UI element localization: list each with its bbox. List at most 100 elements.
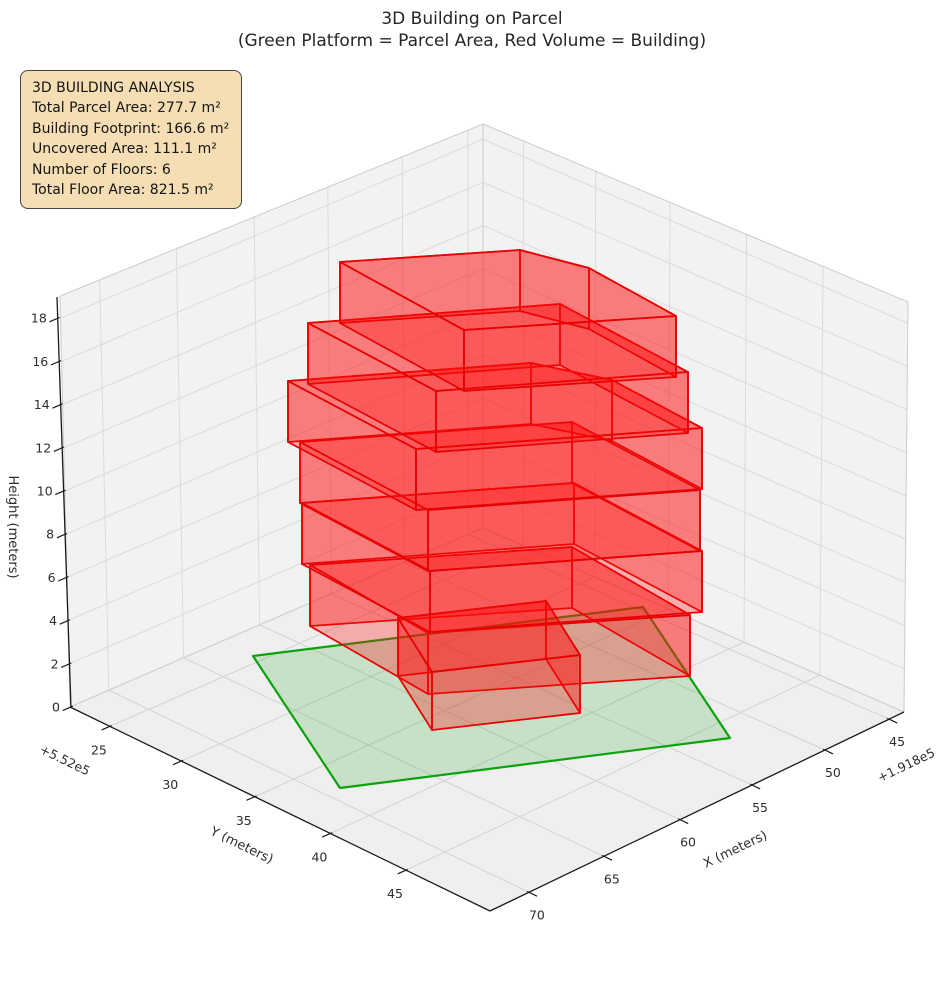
- z-tick-label: 4: [49, 613, 57, 628]
- grid-z-left: [60, 138, 484, 319]
- pane-border: [482, 527, 905, 713]
- grid-y-floor: [405, 674, 821, 871]
- z-axis-label: Height (meters): [5, 475, 20, 578]
- chart-title-line2: (Green Platform = Parcel Area, Red Volum…: [237, 31, 707, 51]
- info-line-heading: 3D BUILDING ANALYSIS: [32, 80, 195, 96]
- y-tick-mark: [397, 868, 409, 875]
- info-line-parcel: Total Parcel Area: 277.7 m²: [32, 100, 221, 117]
- info-line-floors: Number of Floors: 6: [32, 161, 171, 178]
- grid-z-right: [482, 484, 905, 670]
- z-tick-label: 10: [37, 484, 53, 499]
- z-tick-mark: [49, 316, 60, 323]
- y-tick-mark: [172, 759, 184, 766]
- grid-z-left: [63, 268, 484, 449]
- grid-y-floor: [330, 641, 745, 834]
- grid-y-wall: [743, 234, 747, 643]
- z-tick-mark: [58, 576, 69, 582]
- y-tick-label: 25: [91, 742, 107, 757]
- grid-x-wall: [175, 248, 185, 658]
- z-tick-label: 12: [35, 440, 51, 455]
- y-tick-mark: [321, 832, 333, 838]
- info-line-floorarea: Total Floor Area: 821.5 m²: [32, 182, 214, 199]
- x-tick-label: 70: [529, 907, 545, 922]
- grid-z-right: [482, 441, 906, 627]
- grid-y-floor: [109, 545, 524, 727]
- x-tick-mark: [887, 717, 898, 724]
- x-tick-label: 65: [604, 871, 620, 886]
- x-tick-mark: [601, 854, 613, 861]
- building-floor-3-top-face: [299, 421, 701, 511]
- grid-x-wall: [253, 217, 261, 625]
- y-tick-label: 40: [311, 849, 327, 864]
- grid-z-left: [62, 225, 484, 406]
- x-tick-label: 50: [825, 765, 841, 780]
- grid-y-wall: [594, 171, 597, 577]
- x-tick-mark: [750, 783, 761, 790]
- grid-z-left: [66, 397, 484, 578]
- x-tick-label: 60: [680, 835, 696, 850]
- y-axis-label: Y (meters): [207, 824, 276, 868]
- chart-title-line1: 3D Building on Parcel: [381, 9, 563, 29]
- pane-left-wall: [60, 124, 483, 707]
- z-tick-mark: [59, 619, 71, 625]
- y-axis-spine: [69, 706, 491, 912]
- y-axis-offset: +5.52e5: [37, 741, 92, 778]
- z-tick-label: 8: [46, 527, 54, 542]
- x-tick-mark: [526, 890, 538, 897]
- z-tick-mark: [53, 446, 65, 452]
- chart-title: 3D Building on Parcel (Green Platform = …: [0, 8, 944, 52]
- grid-z-right: [482, 225, 908, 411]
- grid-x-floor: [108, 689, 530, 893]
- info-line-uncovered: Uncovered Area: 111.1 m²: [32, 141, 217, 158]
- building-annex-top-face: [397, 600, 581, 673]
- z-tick-mark: [52, 403, 63, 409]
- y-tick-label: 45: [387, 886, 403, 901]
- pane-border: [903, 301, 909, 713]
- pane-floor: [70, 528, 904, 911]
- x-tick-label: 45: [889, 734, 905, 749]
- grid-x-floor: [259, 624, 681, 821]
- building-floor-5-top-face: [307, 303, 689, 392]
- z-tick-label: 0: [52, 700, 60, 715]
- x-tick-mark: [677, 818, 689, 825]
- grid-y-wall: [819, 266, 824, 676]
- grid-z-left: [61, 181, 484, 362]
- z-tick-label: 16: [32, 354, 48, 369]
- grid-x-floor: [403, 561, 826, 751]
- grid-z-right: [482, 138, 908, 324]
- grid-z-left: [65, 354, 484, 535]
- y-tick-label: 30: [162, 777, 178, 792]
- z-tick-mark: [62, 705, 74, 712]
- grid-x-floor: [331, 593, 753, 786]
- z-tick-label: 6: [48, 570, 56, 585]
- grid-x-wall: [327, 187, 332, 594]
- grid-z-right: [482, 181, 908, 367]
- z-tick-label: 14: [34, 397, 50, 412]
- x-tick-mark: [822, 748, 834, 755]
- y-tick-mark: [101, 725, 112, 731]
- grid-z-left: [68, 484, 484, 665]
- pane-border: [59, 123, 484, 297]
- z-tick-label: 2: [51, 656, 59, 671]
- grid-z-right: [482, 268, 907, 454]
- grid-y-floor: [254, 608, 669, 798]
- grid-y-floor: [181, 576, 595, 762]
- z-tick-mark: [60, 662, 72, 668]
- building-floor-6-top-face: [339, 249, 677, 331]
- x-axis-spine: [489, 711, 905, 912]
- grid-y-wall: [667, 202, 671, 609]
- grid-z-left: [64, 311, 484, 492]
- z-tick-mark: [55, 489, 66, 496]
- z-tick-mark: [50, 360, 62, 366]
- grid-z-right: [482, 311, 907, 497]
- y-tick-mark: [246, 795, 257, 801]
- grid-x-floor: [467, 533, 890, 720]
- info-line-footprint: Building Footprint: 166.6 m²: [32, 120, 230, 137]
- x-tick-label: 55: [752, 800, 768, 815]
- analysis-info-box: 3D BUILDING ANALYSIS Total Parcel Area: …: [20, 70, 243, 210]
- y-tick-label: 35: [236, 813, 252, 828]
- grid-x-floor: [183, 657, 605, 857]
- pane-border: [482, 123, 909, 303]
